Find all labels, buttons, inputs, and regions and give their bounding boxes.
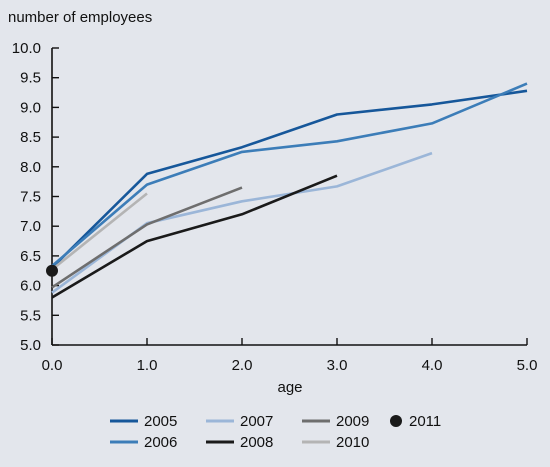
- legend-2010-label: 2010: [336, 434, 369, 451]
- y-axis: 5.0 5.5 6.0 6.5 7.0 7.5 8.0 8.5 9.0 9.5 10.0: [12, 40, 59, 354]
- y-tick-label: 7.5: [20, 189, 41, 206]
- legend-2005-label: 2005: [144, 413, 177, 430]
- y-tick-label: 6.5: [20, 248, 41, 265]
- y-tick-label: 5.0: [20, 337, 41, 354]
- legend-2011-swatch: [390, 415, 402, 427]
- x-tick-label: 5.0: [517, 357, 538, 374]
- series-2009-line: [51, 186, 243, 289]
- series-2006-line: [51, 82, 528, 267]
- legend-2008-label: 2008: [240, 434, 273, 451]
- y-tick-label: 7.0: [20, 218, 41, 235]
- x-axis: 0.0 1.0 2.0 3.0 4.0 5.0: [42, 338, 538, 374]
- y-tick-label: 5.5: [20, 307, 41, 324]
- y-tick-label: 9.5: [20, 70, 41, 87]
- x-axis-title: age: [277, 379, 302, 396]
- x-tick-label: 0.0: [42, 357, 63, 374]
- series-layer: [46, 82, 528, 299]
- series-2005-line: [51, 89, 528, 269]
- y-tick-label: 6.0: [20, 278, 41, 295]
- y-axis-title: number of employees: [8, 9, 152, 26]
- x-tick-label: 2.0: [232, 357, 253, 374]
- y-tick-label: 9.0: [20, 99, 41, 116]
- series-2010-line: [51, 192, 148, 271]
- legend-2006-label: 2006: [144, 434, 177, 451]
- series-2011-point: [46, 264, 58, 277]
- series-2008-line: [51, 174, 338, 299]
- y-tick-label: 8.0: [20, 159, 41, 176]
- legend-2009-label: 2009: [336, 413, 369, 430]
- legend: 2005 2006 2007 2008 2009 2010 2011: [110, 413, 441, 451]
- y-tick-label: 10.0: [12, 40, 41, 57]
- x-tick-label: 3.0: [327, 357, 348, 374]
- legend-2011-label: 2011: [409, 413, 441, 430]
- x-tick-label: 4.0: [422, 357, 443, 374]
- y-tick-label: 8.5: [20, 129, 41, 146]
- legend-2007-label: 2007: [240, 413, 273, 430]
- x-tick-label: 1.0: [137, 357, 158, 374]
